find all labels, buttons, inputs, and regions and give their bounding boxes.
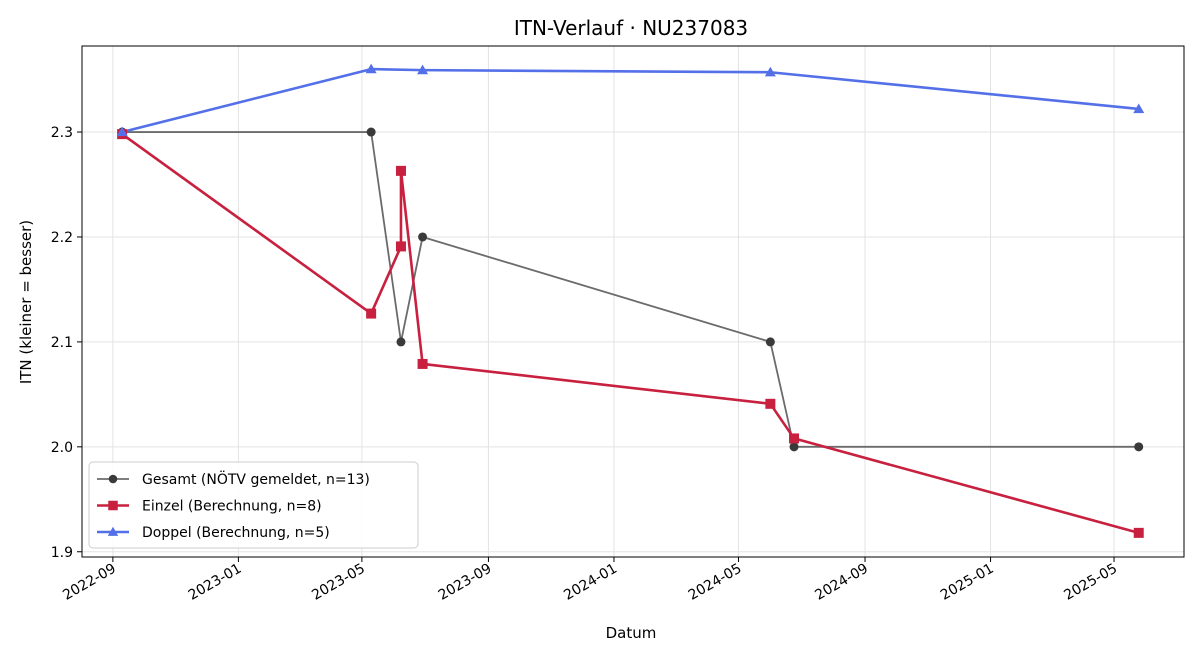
data-point <box>366 308 377 319</box>
data-point <box>417 64 429 75</box>
data-point <box>396 337 406 347</box>
legend-marker <box>108 474 118 484</box>
x-axis-label: Datum <box>606 624 657 642</box>
data-point <box>789 442 799 452</box>
x-tick-label: 2024-01 <box>561 561 620 604</box>
series-line-1 <box>122 131 1139 448</box>
x-tick-label: 2024-05 <box>686 561 745 604</box>
data-point <box>365 63 377 74</box>
data-point <box>1133 527 1144 538</box>
data-point <box>789 433 800 444</box>
x-tick-label: 2022-09 <box>60 561 119 604</box>
x-tick-label: 2023-09 <box>436 561 495 604</box>
legend: Gesamt (NÖTV gemeldet, n=13) Einzel (Bere… <box>88 461 419 549</box>
y-axis-label: ITN (kleiner = besser) <box>17 220 35 384</box>
y-tick-label: 2.1 <box>51 335 73 351</box>
data-point <box>366 127 376 137</box>
x-tick-label: 2024-09 <box>812 561 871 604</box>
legend-marker <box>108 500 118 511</box>
x-tick-label: 2023-05 <box>309 561 368 604</box>
legend-label: Doppel (Berechnung, n=5) <box>142 525 330 541</box>
legend-box <box>88 461 419 549</box>
data-point <box>418 232 428 242</box>
x-tick-label: 2025-05 <box>1061 561 1120 604</box>
series-markers <box>116 63 1145 538</box>
y-tick-label: 1.9 <box>51 545 73 561</box>
data-point <box>765 337 775 347</box>
y-tick-label: 2.3 <box>51 125 73 141</box>
y-tick-label: 2.0 <box>51 440 73 456</box>
data-point <box>764 66 776 77</box>
grid <box>82 46 1184 557</box>
y-tick-label: 2.2 <box>51 230 73 246</box>
legend-label: Einzel (Berechnung, n=8) <box>142 499 322 515</box>
data-point <box>116 126 128 137</box>
plot-frame <box>81 45 1185 558</box>
chart-title: ITN-Verlauf · NU237083 <box>514 16 748 40</box>
x-tick-label: 2025-01 <box>938 561 997 604</box>
y-axis: 1.9 2.0 2.1 2.2 2.3 <box>51 125 82 561</box>
data-point <box>417 358 428 369</box>
series-line-3 <box>121 67 1139 134</box>
series-line-2 <box>121 133 1140 535</box>
data-point <box>395 241 406 252</box>
x-axis: 2022-09 2023-01 2023-05 2023-09 2024-01 2024-… <box>60 557 1120 604</box>
data-point <box>1134 442 1144 452</box>
data-point <box>395 165 406 176</box>
legend-marker <box>107 526 119 536</box>
data-point <box>765 398 776 409</box>
x-tick-label: 2023-01 <box>186 561 245 604</box>
legend-label: Gesamt (NÖTV gemeldet, n=13) <box>142 470 370 488</box>
data-point <box>1133 103 1145 114</box>
